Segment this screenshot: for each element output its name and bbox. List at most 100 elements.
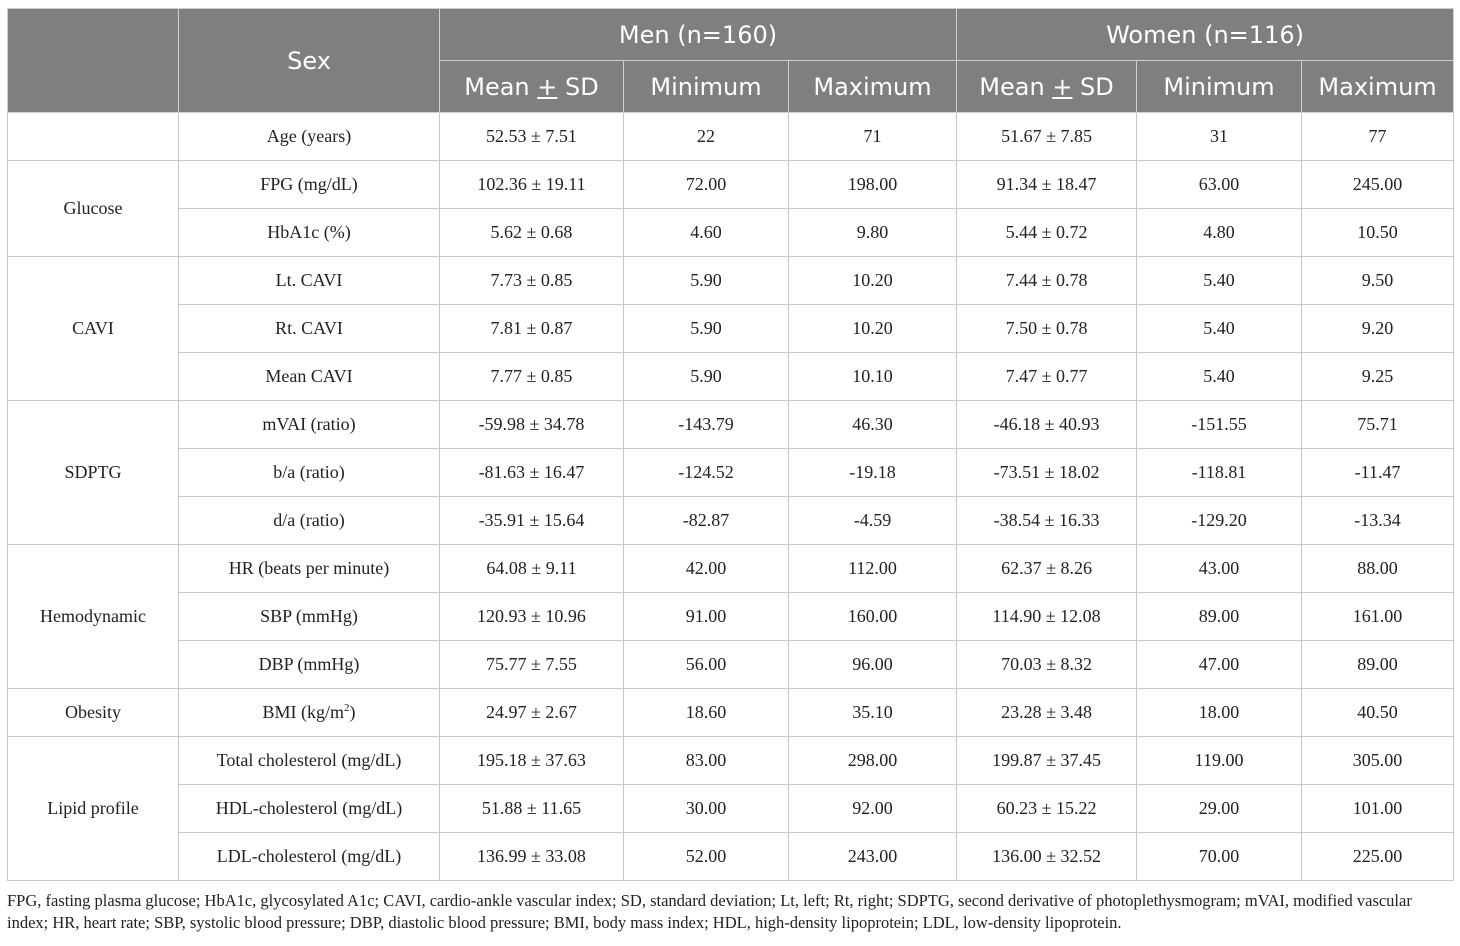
- table-row: Glucose FPG (mg/dL) 102.36 ± 19.11 72.00…: [7, 160, 1455, 257]
- men-mean-cell: 102.36 ± 19.11: [439, 160, 624, 209]
- table-row: LDL-cholesterol (mg/dL) 136.99 ± 33.08 5…: [8, 832, 1455, 881]
- women-max-cell: 245.00: [1301, 160, 1455, 209]
- table-row: Lipid profile Total cholesterol (mg/dL) …: [7, 736, 1455, 881]
- men-max-cell: 46.30: [787, 400, 958, 449]
- women-min-cell: 29.00: [1136, 784, 1303, 833]
- men-mean-cell: 7.77 ± 0.85: [439, 352, 624, 401]
- men-min-cell: 5.90: [623, 256, 789, 305]
- men-mean-cell: -35.91 ± 15.64: [439, 496, 624, 545]
- variable-cell: HR (beats per minute): [178, 544, 440, 593]
- header-sex: Sex: [178, 8, 440, 113]
- men-mean-cell: -59.98 ± 34.78: [439, 400, 624, 449]
- variable-cell: HDL-cholesterol (mg/dL): [178, 784, 440, 833]
- women-mean-cell: 51.67 ± 7.85: [956, 112, 1138, 161]
- men-mean-cell: 195.18 ± 37.63: [439, 736, 624, 785]
- table-row: b/a (ratio) -81.63 ± 16.47 -124.52 -19.1…: [8, 448, 1455, 497]
- table-body: Age (years) 52.53 ± 7.51 22 71 51.67 ± 7…: [7, 112, 1455, 881]
- women-max-cell: 225.00: [1301, 832, 1455, 881]
- women-max-cell: 101.00: [1301, 784, 1455, 833]
- women-min-cell: 119.00: [1136, 736, 1303, 785]
- women-max-cell: -13.34: [1301, 496, 1455, 545]
- table-row: SBP (mmHg) 120.93 ± 10.96 91.00 160.00 1…: [8, 592, 1455, 641]
- women-max-cell: 9.50: [1301, 256, 1455, 305]
- women-mean-cell: 23.28 ± 3.48: [956, 688, 1138, 737]
- header-men-maximum: Maximum: [787, 60, 958, 113]
- men-mean-cell: 7.81 ± 0.87: [439, 304, 624, 353]
- men-max-cell: 243.00: [787, 832, 958, 881]
- women-mean-cell: 114.90 ± 12.08: [956, 592, 1138, 641]
- men-min-cell: 91.00: [623, 592, 789, 641]
- men-max-cell: 10.20: [787, 304, 958, 353]
- women-mean-cell: 199.87 ± 37.45: [956, 736, 1138, 785]
- men-max-cell: -19.18: [787, 448, 958, 497]
- women-max-cell: 89.00: [1301, 640, 1455, 689]
- variable-cell: BMI (kg/m2): [178, 688, 440, 737]
- men-mean-cell: 136.99 ± 33.08: [439, 832, 624, 881]
- header-blank-cell: [7, 8, 179, 113]
- group-label-lipid-profile: Lipid profile: [7, 736, 179, 881]
- women-mean-cell: 7.50 ± 0.78: [956, 304, 1138, 353]
- women-mean-cell: 60.23 ± 15.22: [956, 784, 1138, 833]
- table-row: HbA1c (%) 5.62 ± 0.68 4.60 9.80 5.44 ± 0…: [8, 208, 1455, 257]
- table-footnote: FPG, fasting plasma glucose; HbA1c, glyc…: [7, 891, 1412, 932]
- table-row: DBP (mmHg) 75.77 ± 7.55 56.00 96.00 70.0…: [8, 640, 1455, 689]
- table-row: Rt. CAVI 7.81 ± 0.87 5.90 10.20 7.50 ± 0…: [8, 304, 1455, 353]
- men-max-cell: 10.20: [787, 256, 958, 305]
- men-min-cell: 72.00: [623, 160, 789, 209]
- men-max-cell: 9.80: [787, 208, 958, 257]
- women-min-cell: 89.00: [1136, 592, 1303, 641]
- women-mean-cell: 5.44 ± 0.72: [956, 208, 1138, 257]
- men-min-cell: -124.52: [623, 448, 789, 497]
- men-min-cell: -82.87: [623, 496, 789, 545]
- variable-cell: d/a (ratio): [178, 496, 440, 545]
- header-men-minimum: Minimum: [623, 60, 789, 113]
- men-min-cell: 4.60: [623, 208, 789, 257]
- men-mean-cell: 75.77 ± 7.55: [439, 640, 624, 689]
- men-min-cell: 83.00: [623, 736, 789, 785]
- table-row: Mean CAVI 7.77 ± 0.85 5.90 10.10 7.47 ± …: [8, 352, 1455, 401]
- variable-cell: SBP (mmHg): [178, 592, 440, 641]
- men-min-cell: 56.00: [623, 640, 789, 689]
- women-mean-cell: -46.18 ± 40.93: [956, 400, 1138, 449]
- variable-cell: Lt. CAVI: [178, 256, 440, 305]
- women-mean-cell: 136.00 ± 32.52: [956, 832, 1138, 881]
- men-mean-cell: 120.93 ± 10.96: [439, 592, 624, 641]
- women-max-cell: -11.47: [1301, 448, 1455, 497]
- women-max-cell: 305.00: [1301, 736, 1455, 785]
- women-min-cell: 31: [1136, 112, 1303, 161]
- group-blank-cell: [7, 112, 179, 161]
- men-max-cell: 10.10: [787, 352, 958, 401]
- women-max-cell: 10.50: [1301, 208, 1455, 257]
- women-mean-cell: 91.34 ± 18.47: [956, 160, 1138, 209]
- women-max-cell: 40.50: [1301, 688, 1455, 737]
- variable-cell: HbA1c (%): [178, 208, 440, 257]
- table-row: Age (years) 52.53 ± 7.51 22 71 51.67 ± 7…: [7, 112, 1455, 161]
- header-women-minimum: Minimum: [1136, 60, 1303, 113]
- men-max-cell: 35.10: [787, 688, 958, 737]
- group-label-obesity: Obesity: [7, 688, 179, 737]
- group-label-glucose: Glucose: [7, 160, 179, 257]
- men-min-cell: 42.00: [623, 544, 789, 593]
- table-row: Obesity BMI (kg/m2) 24.97 ± 2.67 18.60 3…: [7, 688, 1455, 737]
- variable-cell: Mean CAVI: [178, 352, 440, 401]
- women-max-cell: 75.71: [1301, 400, 1455, 449]
- group-label-hemodynamic: Hemodynamic: [7, 544, 179, 689]
- women-mean-cell: -73.51 ± 18.02: [956, 448, 1138, 497]
- men-mean-cell: 24.97 ± 2.67: [439, 688, 624, 737]
- women-mean-cell: 70.03 ± 8.32: [956, 640, 1138, 689]
- women-min-cell: 5.40: [1136, 304, 1303, 353]
- women-max-cell: 161.00: [1301, 592, 1455, 641]
- women-max-cell: 77: [1301, 112, 1455, 161]
- women-min-cell: 4.80: [1136, 208, 1303, 257]
- men-min-cell: -143.79: [623, 400, 789, 449]
- header-men-group: Men (n=160): [438, 8, 958, 61]
- table-row: d/a (ratio) -35.91 ± 15.64 -82.87 -4.59 …: [8, 496, 1455, 545]
- women-min-cell: 70.00: [1136, 832, 1303, 881]
- men-mean-cell: 52.53 ± 7.51: [439, 112, 624, 161]
- characteristics-table: Sex Men (n=160) Women (n=116) Mean + SD …: [7, 8, 1455, 881]
- women-min-cell: 18.00: [1136, 688, 1303, 737]
- men-max-cell: 71: [787, 112, 958, 161]
- women-min-cell: -129.20: [1136, 496, 1303, 545]
- men-min-cell: 5.90: [623, 352, 789, 401]
- women-max-cell: 9.25: [1301, 352, 1455, 401]
